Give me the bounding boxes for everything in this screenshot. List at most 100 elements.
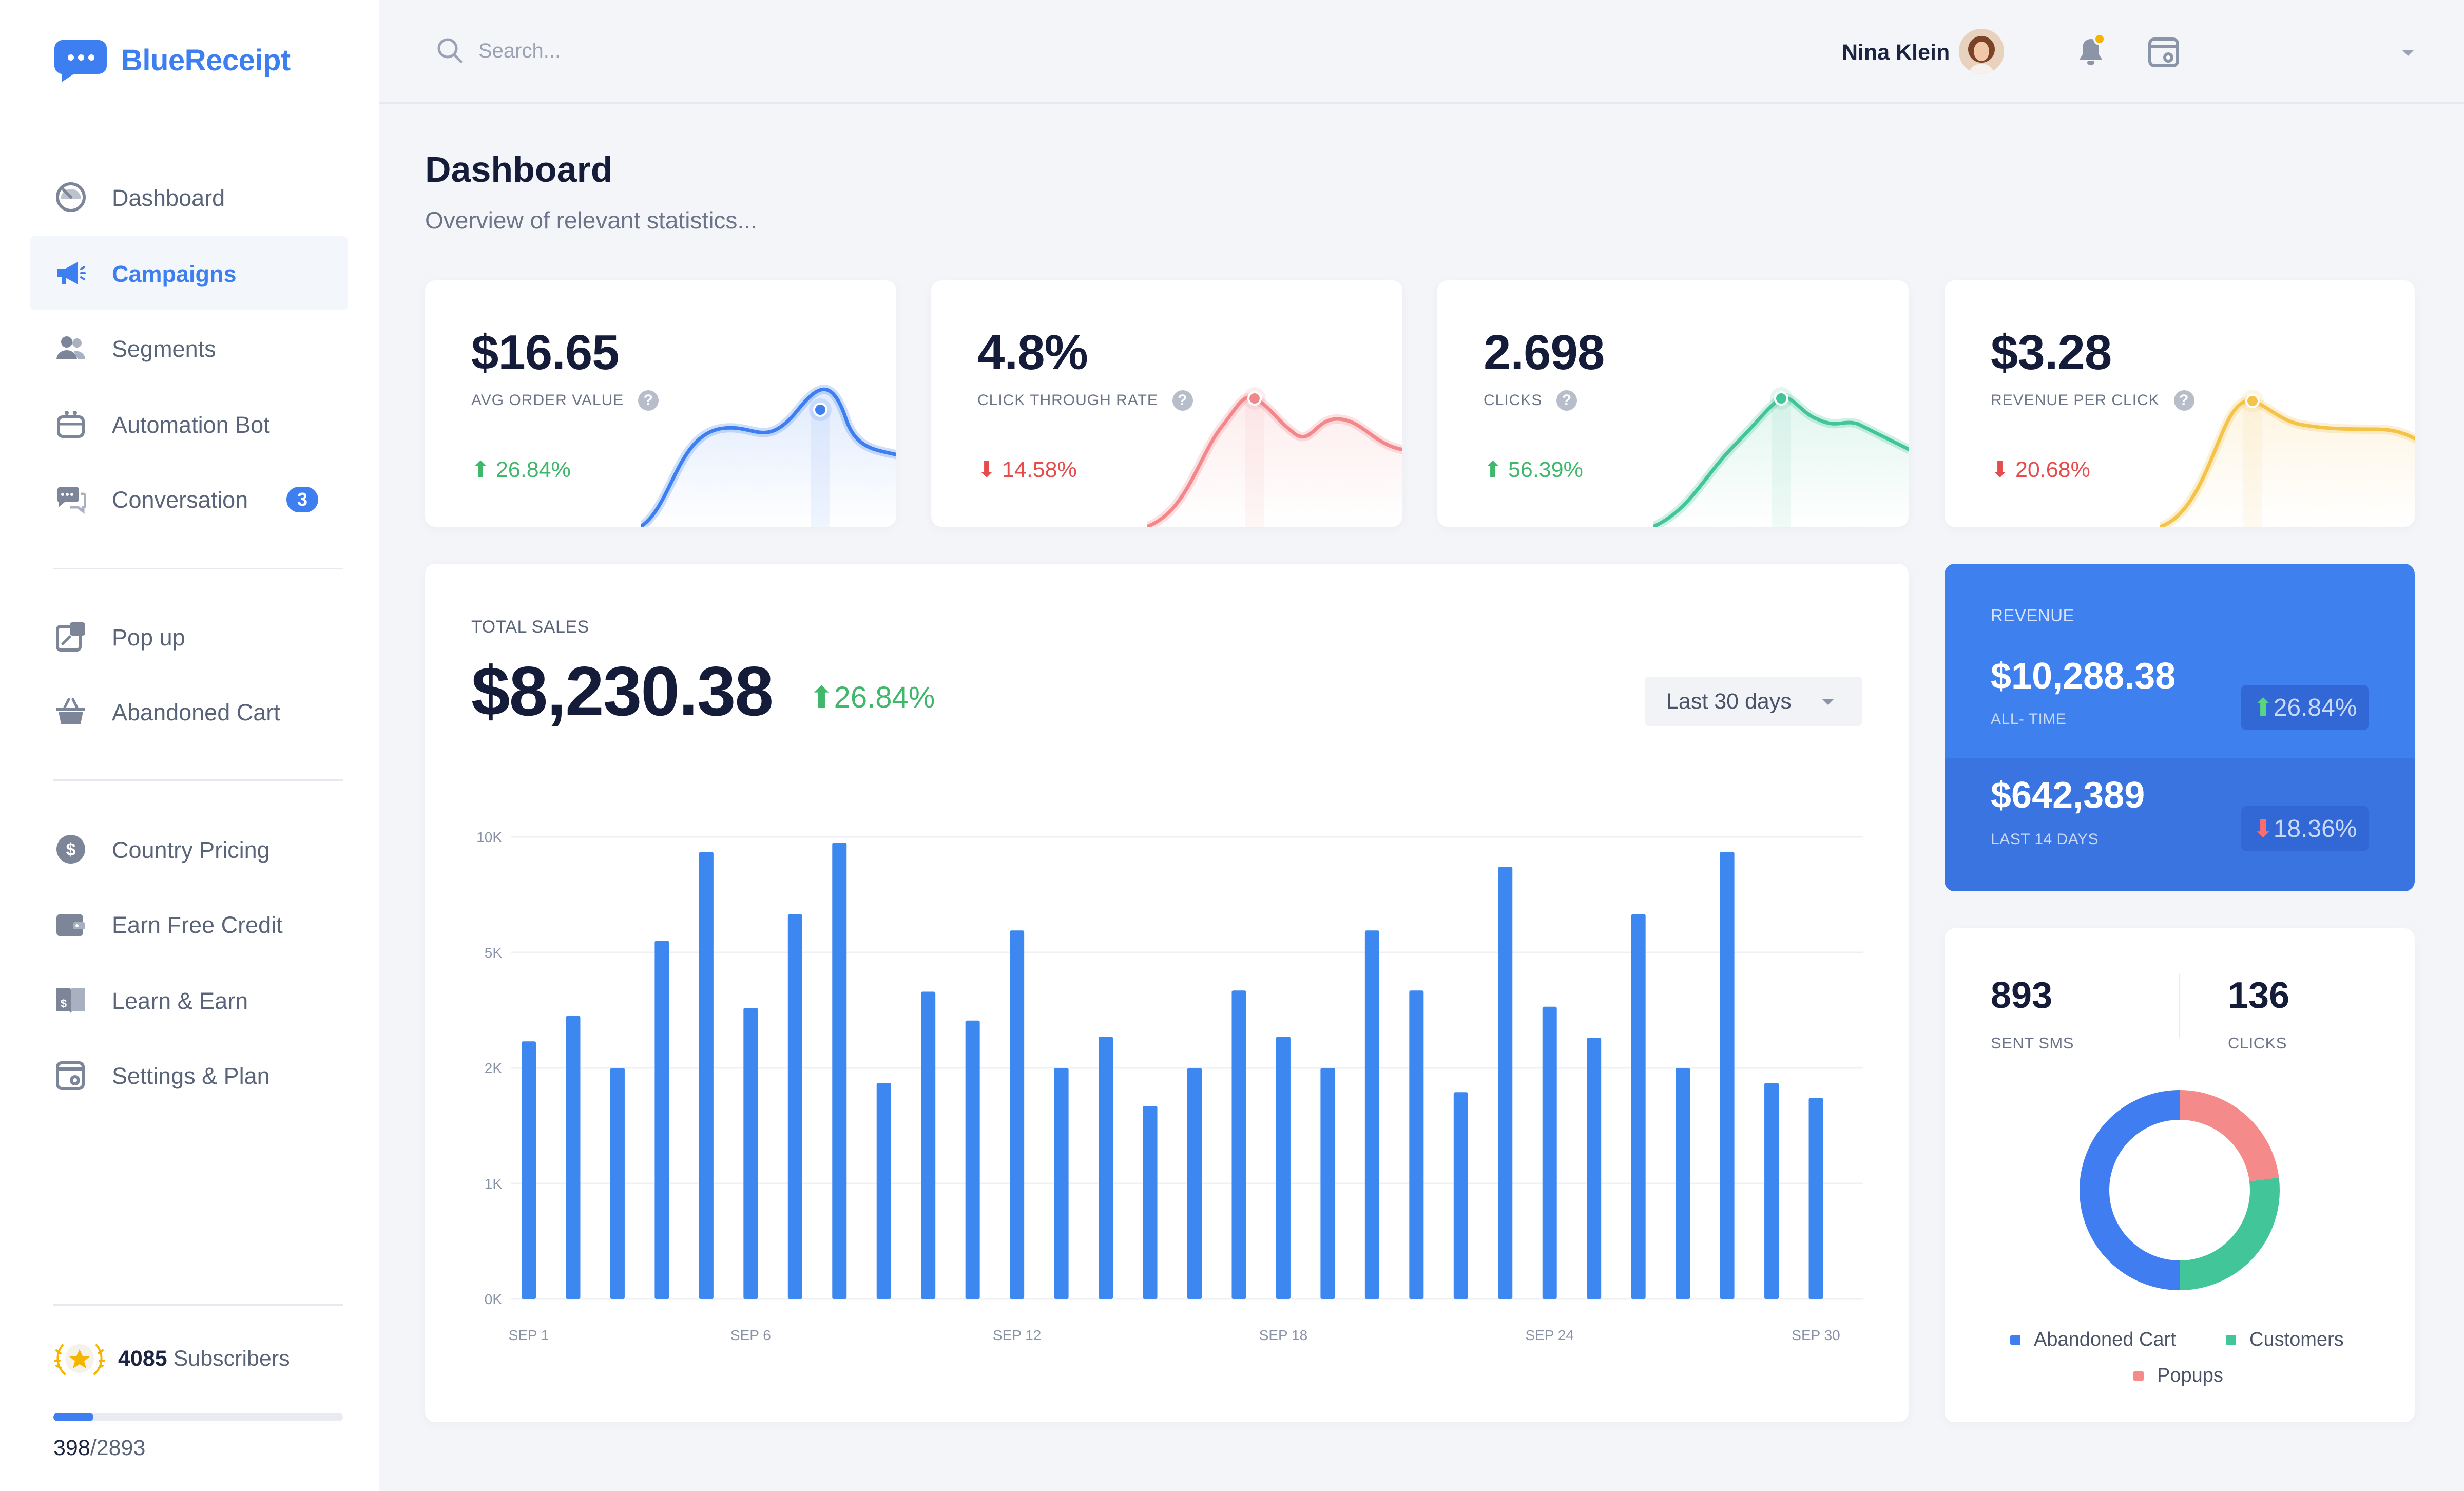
sidebar-item-earn-free-credit[interactable]: Earn Free Credit: [30, 887, 348, 961]
date-range-select[interactable]: Last 30 days: [1645, 677, 1862, 726]
user-name[interactable]: Nina Klein: [1842, 40, 1950, 65]
settings-icon: [56, 1061, 85, 1090]
chat-bubble-logo-icon: [54, 40, 107, 82]
sidebar-item-conversation[interactable]: Conversation 3: [30, 462, 348, 536]
chart-bar: [921, 991, 936, 1299]
basket-icon: [56, 698, 85, 724]
sms-clicks-label: CLICKS: [2228, 1034, 2287, 1052]
stat-card-click-through-rate[interactable]: 4.8% CLICK THROUGH RATE? ⬇ 14.58%: [931, 280, 1402, 527]
legend-item-popups: Popups: [2133, 1365, 2223, 1387]
sidebar-item-label: Earn Free Credit: [112, 912, 283, 938]
subscribers-label: Subscribers: [173, 1346, 290, 1371]
stat-label: CLICKS?: [1484, 390, 1577, 411]
search-input[interactable]: [478, 39, 786, 63]
legend-dot: [2226, 1334, 2236, 1345]
revenue-recent-change-badge: ⬇ 18.36%: [2241, 806, 2369, 851]
sparkline: [1147, 387, 1402, 527]
brand-logo[interactable]: BlueReceipt: [52, 37, 291, 83]
sparkline-peak-dot: [1774, 391, 1788, 406]
stat-change-value: 26.84%: [495, 457, 571, 482]
help-icon[interactable]: ?: [638, 390, 659, 411]
stat-change: ⬆ 56.39%: [1484, 457, 1583, 483]
chart-bar: [1099, 1037, 1113, 1299]
stat-card-clicks[interactable]: 2.698 CLICKS? ⬆ 56.39%: [1437, 280, 1909, 527]
chart-bar: [1054, 1068, 1069, 1299]
help-icon[interactable]: ?: [1172, 390, 1193, 411]
chart-bar: [1187, 1068, 1202, 1299]
revenue-all-time-value: $10,288.38: [1991, 656, 2176, 697]
date-range-value: Last 30 days: [1666, 689, 1792, 714]
svg-text:$: $: [61, 997, 67, 1010]
donut-slice-popups: [2179, 1090, 2279, 1182]
chart-bar: [1364, 930, 1379, 1299]
sidebar-item-automation-bot[interactable]: Automation Bot: [30, 387, 348, 461]
stat-label: AVG ORDER VALUE?: [471, 390, 659, 411]
megaphone-icon: [57, 262, 86, 284]
avatar[interactable]: [1959, 29, 2004, 74]
sparkline-line: [1147, 395, 1402, 527]
settings-window-icon[interactable]: [2147, 35, 2181, 69]
chart-bar: [1587, 1038, 1602, 1299]
sidebar-item-learn-earn[interactable]: $ Learn & Earn: [30, 963, 348, 1037]
subscriber-progress-text: 398/2893: [53, 1436, 145, 1461]
y-tick-label: 0K: [485, 1291, 503, 1307]
subscriber-progress-fill: [53, 1413, 93, 1421]
sparkline: [2160, 390, 2415, 527]
sparkline-highlight: [811, 410, 830, 527]
x-tick-label: SEP 30: [1792, 1327, 1840, 1343]
chart-bar: [876, 1083, 891, 1299]
stat-value: $3.28: [1991, 325, 2112, 380]
stat-change-value: 56.39%: [1508, 457, 1583, 482]
user-menu-caret-icon[interactable]: [2402, 50, 2414, 56]
legend-label: Abandoned Cart: [2034, 1329, 2176, 1350]
sidebar-item-label: Pop up: [112, 624, 185, 651]
sidebar-item-campaigns[interactable]: Campaigns: [30, 236, 348, 310]
stat-card-revenue-per-click[interactable]: $3.28 REVENUE PER CLICK? ⬇ 20.68%: [1945, 280, 2415, 527]
bell-icon[interactable]: [2074, 35, 2108, 69]
sidebar-item-label: Campaigns: [112, 261, 237, 287]
chart-bar: [787, 914, 802, 1299]
sidebar-item-country-pricing[interactable]: $ Country Pricing: [30, 812, 348, 886]
stat-card-avg-order-value[interactable]: $16.65 AVG ORDER VALUE? ⬆ 26.84%: [425, 280, 896, 527]
sparkline-highlight: [2243, 401, 2262, 527]
chart-bar: [610, 1068, 625, 1299]
legend-item-abandoned-cart: Abandoned Cart: [2010, 1329, 2176, 1351]
chart-bar: [699, 852, 714, 1299]
legend-label: Popups: [2157, 1365, 2223, 1386]
sidebar-item-pop-up[interactable]: Pop up: [30, 600, 348, 674]
stat-label: REVENUE PER CLICK?: [1991, 390, 2194, 411]
revenue-recent-value: $642,389: [1991, 775, 2145, 816]
total-sales-card: TOTAL SALES $8,230.38 ⬆ 26.84% Last 30 da…: [425, 564, 1909, 1422]
search-bar[interactable]: [436, 37, 786, 65]
legend-dot: [2133, 1370, 2144, 1381]
revenue-all-time-change-badge: ⬆ 26.84%: [2241, 685, 2369, 730]
sidebar-divider: [53, 1304, 343, 1306]
arrow-up-icon: ⬆: [471, 457, 490, 482]
dollar-icon: $: [56, 835, 85, 864]
star-badge-icon: [54, 1344, 105, 1375]
stat-label-text: REVENUE PER CLICK: [1991, 392, 2160, 409]
sidebar-item-segments[interactable]: Segments: [30, 311, 348, 385]
sidebar-item-label: Settings & Plan: [112, 1063, 270, 1089]
chart-bar: [832, 843, 847, 1299]
brand-name: BlueReceipt: [121, 43, 291, 77]
arrow-down-icon: ⬇: [977, 457, 996, 482]
sidebar: BlueReceipt Dashboard Campaigns Segments…: [0, 0, 379, 1491]
legend-dot: [2010, 1334, 2020, 1345]
revenue-label: REVENUE: [1991, 606, 2075, 625]
sidebar-item-settings-plan[interactable]: Settings & Plan: [30, 1038, 348, 1112]
subscribers-summary: 4085 Subscribers: [53, 1334, 290, 1383]
legend-label: Customers: [2249, 1329, 2344, 1350]
arrow-down-icon: ⬇: [2253, 815, 2274, 843]
chart-bar: [1143, 1106, 1158, 1299]
stat-change: ⬆ 26.84%: [471, 457, 571, 483]
help-icon[interactable]: ?: [1556, 390, 1577, 411]
donut-chart: [2080, 1090, 2280, 1290]
help-icon[interactable]: ?: [2173, 390, 2194, 411]
subscribers-text: 4085 Subscribers: [118, 1346, 290, 1371]
progress-current: 398: [53, 1436, 90, 1460]
sparkline-line: [2160, 398, 2415, 527]
sidebar-item-abandoned-cart[interactable]: Abandoned Cart: [30, 675, 348, 749]
x-tick-label: SEP 24: [1526, 1327, 1574, 1343]
sidebar-item-dashboard[interactable]: Dashboard: [30, 160, 348, 234]
